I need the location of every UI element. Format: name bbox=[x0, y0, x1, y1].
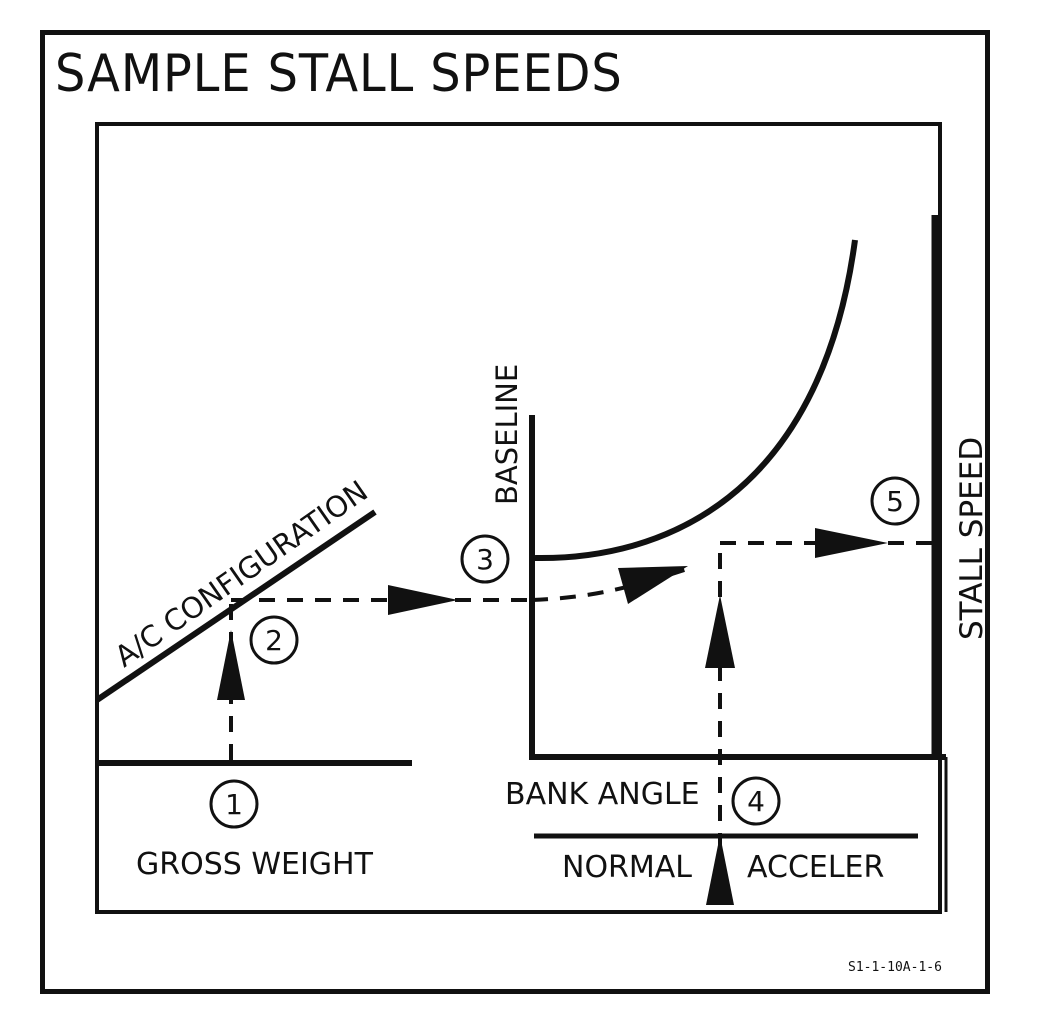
bank-angle-label: BANK ANGLE bbox=[505, 777, 700, 812]
step-number-2: 2 bbox=[265, 624, 283, 657]
step-circle-1 bbox=[209, 779, 259, 829]
acceler-label: ACCELER bbox=[747, 850, 884, 885]
step-circle-5 bbox=[870, 476, 920, 526]
arrow-up-normal bbox=[706, 835, 734, 905]
arrow-right-2 bbox=[388, 585, 458, 615]
step-circle-4 bbox=[731, 776, 781, 826]
bank-angle-curve bbox=[534, 239, 858, 562]
dashed-path-step3 bbox=[531, 566, 691, 602]
baseline-label: BASELINE bbox=[490, 364, 524, 505]
step-number-3: 3 bbox=[476, 543, 494, 576]
arrow-right-3 bbox=[618, 566, 688, 604]
inner-panel bbox=[95, 122, 942, 914]
ac-configuration-label: A/C CONFIGURATION bbox=[109, 474, 374, 674]
outer-frame bbox=[40, 30, 990, 994]
chart-title: SAMPLE STALL SPEEDS bbox=[55, 44, 623, 104]
normal-label: NORMAL bbox=[562, 850, 692, 885]
ac-configuration-line bbox=[95, 509, 377, 703]
document-code: S1-1-10A-1-6 bbox=[848, 960, 942, 975]
arrow-up-4 bbox=[705, 595, 735, 668]
arrow-right-5 bbox=[815, 528, 888, 558]
gross-weight-label: GROSS WEIGHT bbox=[136, 847, 374, 882]
step-circle-3 bbox=[460, 534, 510, 584]
arrow-up-1 bbox=[217, 630, 245, 700]
stall-speed-label: STALL SPEED bbox=[954, 437, 990, 640]
step-number-5: 5 bbox=[886, 485, 904, 518]
step-number-1: 1 bbox=[225, 788, 243, 821]
step-number-4: 4 bbox=[747, 785, 765, 818]
step-circle-2 bbox=[249, 615, 299, 665]
